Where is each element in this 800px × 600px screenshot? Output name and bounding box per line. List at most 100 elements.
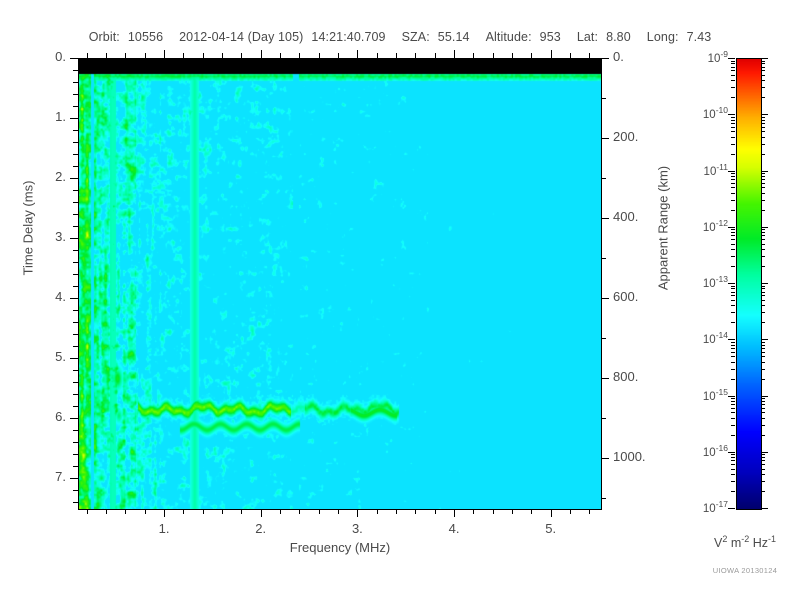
lat-label: Lat: <box>576 30 599 44</box>
x-tick-major-top <box>164 50 165 58</box>
colorbar-tick-minor <box>761 457 765 458</box>
x-tick-label: 4. <box>448 521 460 536</box>
y-tick-label-left: 5. <box>55 349 66 364</box>
colorbar-tick-minor-left <box>731 348 735 349</box>
unit-hertz: Hz-1 <box>752 534 777 551</box>
y-tick-minor-right <box>601 338 606 339</box>
x-tick-minor <box>280 509 281 514</box>
y-tick-minor-left <box>73 154 78 155</box>
colorbar-tick-minor-left <box>731 154 735 155</box>
colorbar-tick-minor-left <box>731 120 735 121</box>
colorbar-tick-label: 10-17 <box>702 499 728 515</box>
x-tick-minor <box>125 509 126 514</box>
y-tick-minor-left <box>73 466 78 467</box>
y-tick-minor-left <box>73 94 78 95</box>
colorbar-tick-minor <box>761 305 765 306</box>
colorbar-tick-minor-left <box>731 97 735 98</box>
colorbar-tick-minor-left <box>731 67 735 68</box>
colorbar-tick-major <box>761 339 768 340</box>
ionogram-heatmap <box>79 59 601 509</box>
x-tick-minor <box>338 509 339 514</box>
colorbar-tick-minor <box>761 173 765 174</box>
colorbar-tick-minor <box>761 117 765 118</box>
y-tick-minor-left <box>73 70 78 71</box>
y-tick-minor-left <box>73 130 78 131</box>
y-tick-major-left <box>70 238 78 239</box>
colorbar-tick-minor-left <box>731 70 735 71</box>
colorbar-tick-minor <box>761 123 765 124</box>
x-tick-major <box>357 509 358 517</box>
x-tick-minor-top <box>145 53 146 58</box>
colorbar-tick-label: 10-16 <box>702 442 728 459</box>
y-tick-minor-left <box>73 310 78 311</box>
colorbar-tick-minor-left <box>731 460 735 461</box>
y-tick-minor-left <box>73 370 78 371</box>
x-tick-minor <box>589 509 590 514</box>
colorbar-tick-minor-left <box>731 356 735 357</box>
y-tick-minor-left <box>73 214 78 215</box>
colorbar-tick-minor-left <box>731 173 735 174</box>
altitude-value: 953 <box>539 30 561 44</box>
y-tick-minor-left <box>73 274 78 275</box>
y-tick-minor-left <box>73 334 78 335</box>
colorbar-tick-label: 10-9 <box>707 49 728 65</box>
colorbar-tick-major <box>761 171 768 172</box>
colorbar-tick-minor <box>761 210 765 211</box>
colorbar-tick-minor-left <box>731 408 735 409</box>
colorbar-tick-minor <box>761 312 765 313</box>
colorbar-tick-minor <box>761 232 765 233</box>
y-tick-major-right <box>601 218 609 219</box>
colorbar-tick-minor <box>761 235 765 236</box>
colorbar-tick-label: 10-11 <box>703 161 728 178</box>
colorbar-tick-minor-left <box>731 474 735 475</box>
colorbar-tick-minor-left <box>731 412 735 413</box>
colorbar-tick-major-left <box>728 396 735 397</box>
x-tick-minor <box>319 509 320 514</box>
x-tick-minor-top <box>222 53 223 58</box>
x-tick-minor-top <box>241 53 242 58</box>
colorbar-tick-minor <box>761 352 765 353</box>
orbit-value: 10556 <box>127 30 164 44</box>
x-tick-minor <box>493 509 494 514</box>
x-tick-minor-top <box>183 53 184 58</box>
y-tick-label-left: 4. <box>55 289 66 304</box>
y-tick-label-right: 800. <box>613 369 639 385</box>
colorbar-tick-minor <box>761 61 765 62</box>
colorbar-tick-major <box>761 396 768 397</box>
colorbar-tick-minor <box>761 131 765 132</box>
colorbar-tick-major-left <box>728 283 735 284</box>
colorbar-tick-minor <box>761 144 765 145</box>
colorbar-tick-minor <box>761 193 765 194</box>
colorbar-tick-major <box>761 58 768 59</box>
x-tick-minor <box>473 509 474 514</box>
colorbar-tick-minor-left <box>731 369 735 370</box>
colorbar-tick-minor <box>761 464 765 465</box>
colorbar-tick-minor-left <box>731 481 735 482</box>
y-tick-minor-left <box>73 406 78 407</box>
colorbar-tick-major-left <box>728 58 735 59</box>
y-tick-major-left <box>70 58 78 59</box>
x-tick-minor <box>377 509 378 514</box>
colorbar-tick-minor-left <box>731 425 735 426</box>
x-tick-minor <box>299 509 300 514</box>
colorbar-tick-minor-left <box>731 292 735 293</box>
x-tick-label: 5. <box>545 521 557 536</box>
colorbar-tick-minor-left <box>731 435 735 436</box>
colorbar-tick-minor <box>761 200 765 201</box>
x-tick-minor <box>396 509 397 514</box>
colorbar-tick-minor <box>761 183 765 184</box>
colorbar-tick-minor-left <box>731 123 735 124</box>
colorbar-tick-minor <box>761 469 765 470</box>
colorbar-tick-label: 10-12 <box>702 217 728 234</box>
colorbar-tick-minor <box>761 300 765 301</box>
lat-value: 8.80 <box>606 30 631 44</box>
colorbar-tick-minor <box>761 288 765 289</box>
x-tick-minor <box>435 509 436 514</box>
colorbar-tick-label: 10-15 <box>702 386 728 403</box>
colorbar-tick-major <box>761 508 768 509</box>
colorbar-tick-minor <box>761 137 765 138</box>
unit-volts: V2 <box>713 534 728 551</box>
x-tick-minor <box>87 509 88 514</box>
x-tick-major-top <box>551 50 552 58</box>
colorbar-tick-major-left <box>728 171 735 172</box>
